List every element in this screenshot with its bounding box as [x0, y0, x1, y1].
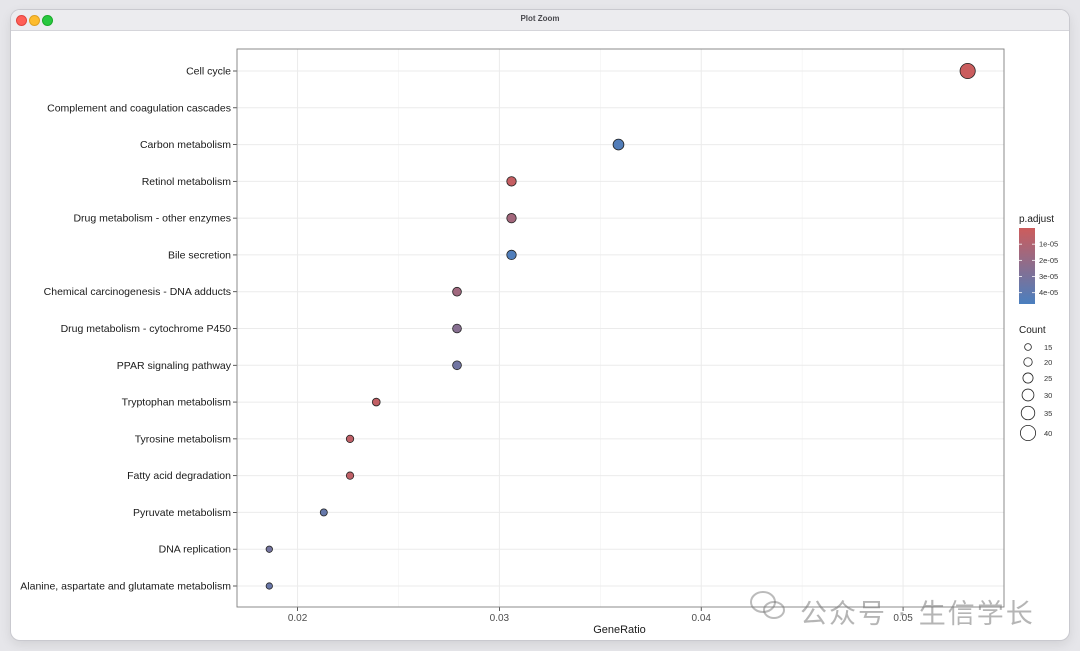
- legend-size-label: 40: [1044, 429, 1052, 438]
- y-tick-label: Cell cycle: [186, 66, 231, 78]
- x-tick-label: 0.02: [288, 613, 308, 624]
- y-tick-label: Chemical carcinogenesis - DNA adducts: [44, 286, 231, 298]
- y-tick-label: Complement and coagulation cascades: [47, 102, 231, 114]
- y-tick-label: Drug metabolism - cytochrome P450: [61, 323, 232, 335]
- x-tick-label: 0.04: [692, 613, 712, 624]
- y-tick-label: Alanine, aspartate and glutamate metabol…: [20, 581, 231, 593]
- data-point: [959, 62, 976, 80]
- y-tick-label: DNA replication: [159, 544, 232, 556]
- legend-size-label: 35: [1044, 409, 1052, 418]
- y-tick-label: Fatty acid degradation: [127, 470, 231, 482]
- y-tick-label: PPAR signaling pathway: [117, 360, 232, 372]
- data-point: [612, 138, 625, 151]
- x-tick-label: 0.03: [490, 613, 510, 624]
- y-tick-label: Carbon metabolism: [140, 139, 231, 151]
- data-point: [452, 286, 462, 297]
- title-bar: Plot Zoom: [11, 10, 1069, 31]
- data-point: [506, 213, 517, 224]
- y-tick-label: Tryptophan metabolism: [122, 397, 232, 409]
- legend-color-label: 3e-05: [1039, 272, 1058, 281]
- legend-size-key: [1020, 405, 1036, 421]
- legend-size-title: Count: [1019, 325, 1046, 336]
- legend-size-key: [1023, 357, 1033, 367]
- data-point: [506, 176, 517, 187]
- legend-size-key: [1022, 372, 1034, 384]
- y-tick-label: Tyrosine metabolism: [135, 433, 232, 445]
- x-axis-title: GeneRatio: [593, 624, 646, 636]
- legend-color-label: 2e-05: [1039, 256, 1058, 265]
- data-point: [506, 249, 517, 261]
- y-tick-label: Retinol metabolism: [142, 176, 232, 188]
- watermark: 公众号 · 生信学长: [800, 599, 1035, 630]
- data-point: [265, 582, 273, 590]
- legend-size-label: 15: [1044, 343, 1052, 352]
- data-point: [345, 471, 355, 480]
- legend-color-label: 4e-05: [1039, 288, 1058, 297]
- data-point: [452, 323, 462, 334]
- legend-size-key: [1024, 343, 1032, 351]
- data-point: [265, 545, 273, 553]
- data-point: [371, 397, 381, 407]
- data-point: [319, 508, 328, 517]
- legend-size-label: 30: [1044, 391, 1052, 400]
- y-tick-label: Pyruvate metabolism: [133, 507, 231, 519]
- legend-color-label: 1e-05: [1039, 240, 1058, 249]
- y-tick-label: Bile secretion: [168, 249, 231, 261]
- x-tick-label: 0.05: [893, 613, 913, 624]
- data-point: [452, 360, 462, 371]
- close-window-button[interactable]: [16, 15, 27, 26]
- wechat-icon: [750, 591, 785, 619]
- panel-border: [236, 48, 1005, 608]
- legend-color-title: p.adjust: [1019, 214, 1054, 225]
- window-title: Plot Zoom: [520, 14, 560, 23]
- legend-size-label: 20: [1044, 358, 1052, 367]
- legend-size-key: [1019, 424, 1037, 442]
- maximize-window-button[interactable]: [42, 15, 53, 26]
- data-point: [345, 434, 355, 443]
- legend-color-bar: [1019, 228, 1035, 304]
- legend-size-key: [1021, 388, 1035, 402]
- legend-size-label: 25: [1044, 374, 1052, 383]
- minimize-window-button[interactable]: [29, 15, 40, 26]
- y-tick-label: Drug metabolism - other enzymes: [73, 213, 231, 225]
